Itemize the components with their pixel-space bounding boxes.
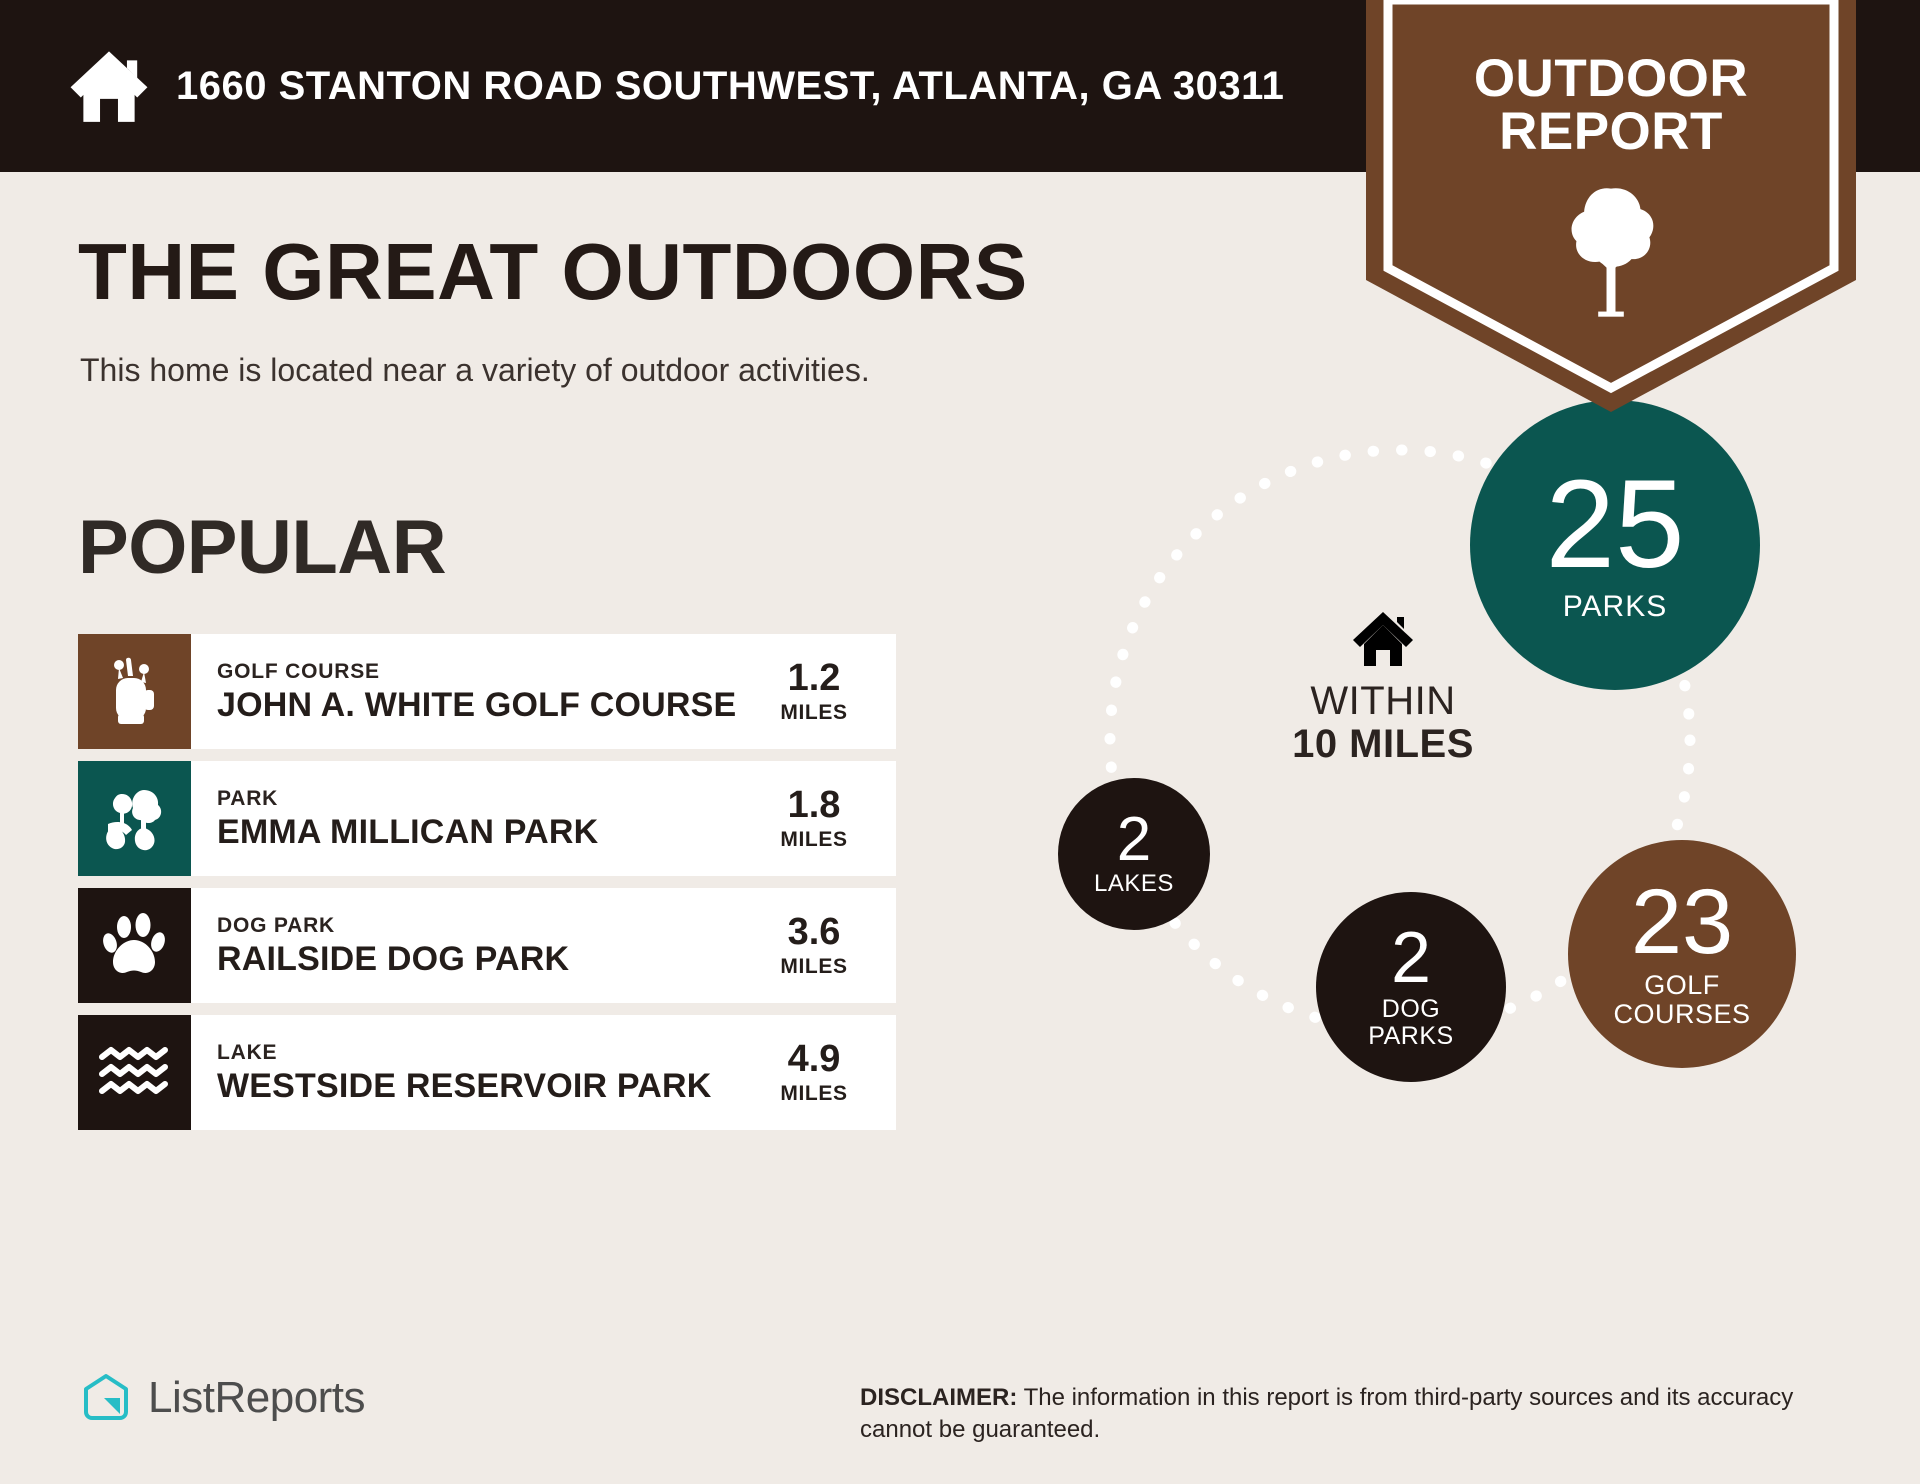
- listreports-logo: ListReports: [80, 1372, 366, 1424]
- diagram-center-label: WITHIN 10 MILES: [1258, 610, 1508, 767]
- list-item[interactable]: DOG PARK RAILSIDE DOG PARK 3.6 MILES: [78, 888, 896, 1003]
- property-address: 1660 STANTON ROAD SOUTHWEST, ATLANTA, GA…: [176, 63, 1285, 108]
- distance-value: 3.6: [787, 910, 841, 953]
- popular-heading: POPULAR: [78, 505, 447, 590]
- row-icon-tile: [78, 1015, 191, 1130]
- page-title: THE GREAT OUTDOORS: [78, 227, 1028, 316]
- distance-value: 1.8: [787, 783, 841, 826]
- stat-label: LAKES: [1094, 870, 1174, 898]
- park-trees-icon: [105, 789, 161, 850]
- stat-circle-lakes: 2 LAKES: [1058, 778, 1210, 930]
- stat-circle-golf-courses: 23 GOLF COURSES: [1568, 840, 1796, 1068]
- row-category: GOLF COURSE: [217, 660, 380, 684]
- distance-value: 4.9: [787, 1037, 841, 1080]
- disclaimer-body: The information in this report is from t…: [860, 1384, 1794, 1443]
- row-name: WESTSIDE RESERVOIR PARK: [217, 1067, 712, 1105]
- row-distance: 1.8 MILES: [746, 761, 896, 876]
- disclaimer: DISCLAIMER: The information in this repo…: [860, 1382, 1870, 1445]
- row-distance: 4.9 MILES: [746, 1015, 896, 1130]
- center-line-2: 10 MILES: [1292, 722, 1474, 766]
- logo-text: ListReports: [148, 1373, 366, 1422]
- row-body: PARK EMMA MILLICAN PARK: [191, 761, 746, 876]
- house-icon: [70, 51, 148, 122]
- row-name: RAILSIDE DOG PARK: [217, 940, 570, 978]
- distance-unit: MILES: [780, 700, 848, 724]
- stat-label-line-1: DOG: [1381, 994, 1441, 1023]
- list-item[interactable]: PARK EMMA MILLICAN PARK 1.8 MILES: [78, 761, 896, 876]
- row-distance: 1.2 MILES: [746, 634, 896, 749]
- row-name: JOHN A. WHITE GOLF COURSE: [217, 686, 737, 724]
- row-category: PARK: [217, 787, 279, 811]
- page-subtitle: This home is located near a variety of o…: [80, 352, 870, 388]
- tree-icon: [1571, 188, 1654, 317]
- listreports-house-icon: [84, 1374, 128, 1420]
- stat-count: 2: [1390, 918, 1432, 999]
- row-icon-tile: [78, 761, 191, 876]
- golf-bag-icon: [113, 657, 154, 724]
- center-line-1: WITHIN: [1310, 679, 1456, 723]
- stat-circle-parks: 25 PARKS: [1470, 400, 1760, 690]
- row-icon-tile: [78, 888, 191, 1003]
- row-name: EMMA MILLICAN PARK: [217, 813, 599, 851]
- stat-count: 23: [1630, 871, 1734, 974]
- stat-label: DOG PARKS: [1368, 994, 1454, 1050]
- list-item[interactable]: LAKE WESTSIDE RESERVOIR PARK 4.9 MILES: [78, 1015, 896, 1130]
- popular-list: GOLF COURSE JOHN A. WHITE GOLF COURSE 1.…: [78, 634, 896, 1142]
- outdoor-report-badge: OUTDOOR REPORT: [1366, 0, 1856, 412]
- stat-circle-dog-parks: 2 DOG PARKS: [1316, 892, 1506, 1082]
- stat-label-line-2: COURSES: [1613, 998, 1751, 1029]
- stat-count: 2: [1116, 804, 1152, 874]
- row-body: DOG PARK RAILSIDE DOG PARK: [191, 888, 746, 1003]
- distance-value: 1.2: [787, 656, 841, 699]
- distance-unit: MILES: [780, 827, 848, 851]
- disclaimer-label: DISCLAIMER:: [860, 1384, 1018, 1411]
- row-category: DOG PARK: [217, 914, 336, 938]
- row-icon-tile: [78, 634, 191, 749]
- house-icon: [1353, 612, 1413, 666]
- row-distance: 3.6 MILES: [746, 888, 896, 1003]
- stat-label-line-1: GOLF: [1644, 969, 1720, 1000]
- water-waves-icon: [98, 1046, 168, 1094]
- paw-print-icon: [102, 912, 165, 973]
- row-category: LAKE: [217, 1041, 278, 1065]
- list-item[interactable]: GOLF COURSE JOHN A. WHITE GOLF COURSE 1.…: [78, 634, 896, 749]
- within-10-miles-diagram: 25 PARKS 23 GOLF COURSES 2 LAKES 2 DOG P…: [1000, 400, 1920, 1130]
- stat-label: GOLF COURSES: [1613, 969, 1751, 1029]
- stat-count: 25: [1545, 455, 1685, 595]
- stat-label-line-2: PARKS: [1368, 1021, 1454, 1050]
- row-body: LAKE WESTSIDE RESERVOIR PARK: [191, 1015, 746, 1130]
- distance-unit: MILES: [780, 954, 848, 978]
- stat-label: PARKS: [1562, 590, 1668, 624]
- row-body: GOLF COURSE JOHN A. WHITE GOLF COURSE: [191, 634, 746, 749]
- distance-unit: MILES: [780, 1081, 848, 1105]
